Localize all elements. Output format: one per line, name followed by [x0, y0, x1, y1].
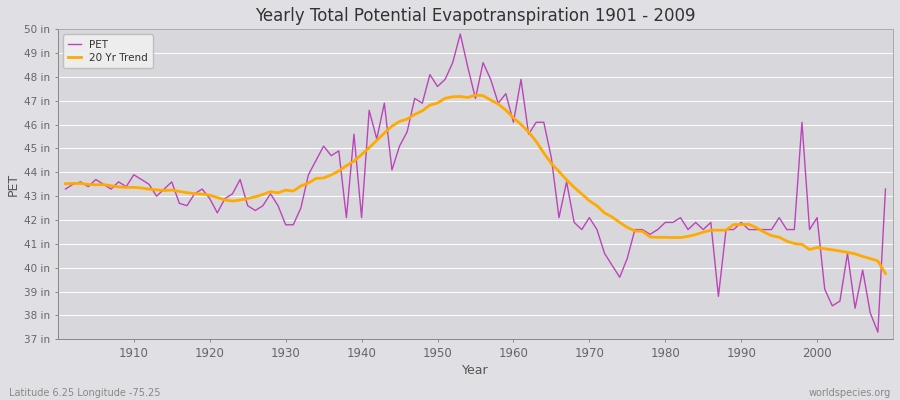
20 Yr Trend — [508, 116, 518, 120]
Y-axis label: PET: PET — [7, 173, 20, 196]
20 Yr Trend — [607, 215, 617, 220]
20 Yr Trend — [121, 185, 131, 190]
20 Yr Trend — [333, 169, 344, 174]
PET — [60, 187, 71, 192]
X-axis label: Year: Year — [463, 364, 489, 377]
Legend: PET, 20 Yr Trend: PET, 20 Yr Trend — [63, 34, 153, 68]
PET — [121, 184, 131, 189]
Text: Latitude 6.25 Longitude -75.25: Latitude 6.25 Longitude -75.25 — [9, 388, 160, 398]
Line: 20 Yr Trend: 20 Yr Trend — [66, 95, 886, 274]
20 Yr Trend — [470, 93, 481, 98]
PET — [872, 330, 883, 334]
20 Yr Trend — [516, 122, 526, 127]
Line: PET: PET — [66, 34, 886, 332]
PET — [454, 32, 465, 36]
20 Yr Trend — [288, 189, 299, 194]
PET — [880, 187, 891, 192]
Title: Yearly Total Potential Evapotranspiration 1901 - 2009: Yearly Total Potential Evapotranspiratio… — [256, 7, 696, 25]
PET — [508, 120, 518, 125]
PET — [516, 77, 526, 82]
PET — [288, 222, 299, 227]
20 Yr Trend — [60, 181, 71, 186]
PET — [607, 263, 617, 268]
Text: worldspecies.org: worldspecies.org — [809, 388, 891, 398]
PET — [333, 148, 344, 153]
20 Yr Trend — [880, 271, 891, 276]
